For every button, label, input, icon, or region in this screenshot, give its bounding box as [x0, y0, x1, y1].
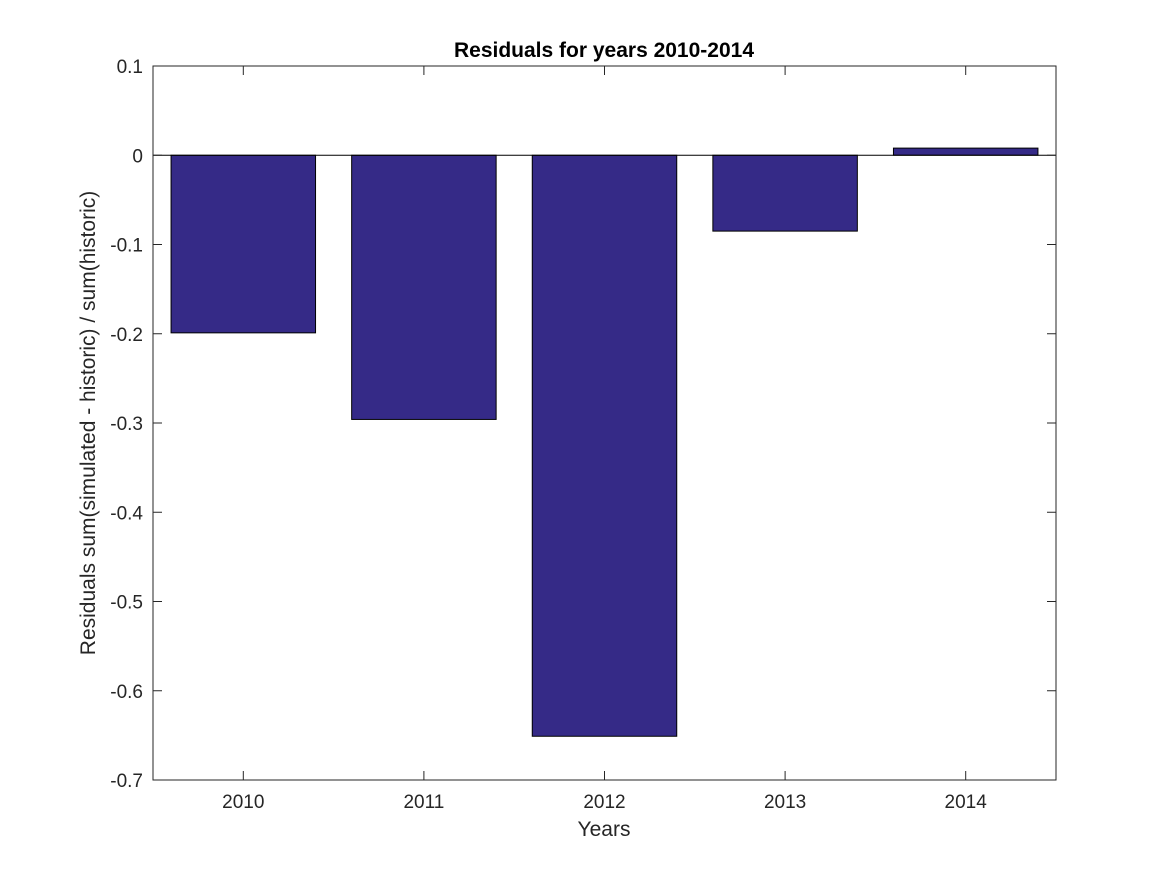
- bar-2010: [170, 154, 317, 334]
- y-tick-label: -0.6: [110, 682, 143, 703]
- y-tick-label: -0.1: [110, 236, 143, 257]
- y-tick-labels: 0.1 0 -0.1 -0.2 -0.3 -0.4 -0.5 -0.6 -0.7: [110, 57, 143, 792]
- axes-box: [152, 65, 1057, 781]
- y-tick-label: -0.3: [110, 414, 143, 435]
- x-tick-label: 2010: [222, 792, 264, 813]
- x-tick-label: 2013: [764, 792, 806, 813]
- y-axis-label: Residuals sum(simulated - historic) / su…: [77, 191, 100, 655]
- x-axis-label: Years: [578, 818, 631, 841]
- x-tick-label: 2011: [403, 792, 444, 813]
- bar-2012: [531, 154, 678, 737]
- bar-2014: [892, 147, 1039, 156]
- y-tick-label: 0.1: [117, 57, 143, 78]
- y-tick-label: -0.7: [110, 771, 143, 792]
- bar-2011: [351, 154, 497, 420]
- y-tick-label: -0.4: [110, 503, 143, 524]
- x-tick-label: 2012: [583, 792, 625, 813]
- bar-2013: [712, 154, 858, 232]
- x-tick-label: 2014: [945, 792, 988, 813]
- x-tick-labels: 2010 2011 2012 2013 2014: [222, 792, 987, 813]
- y-tick-label: 0: [132, 146, 143, 167]
- chart-title: Residuals for years 2010-2014: [454, 39, 754, 62]
- y-tick-label: -0.2: [110, 325, 143, 346]
- y-tick-label: -0.5: [110, 593, 143, 614]
